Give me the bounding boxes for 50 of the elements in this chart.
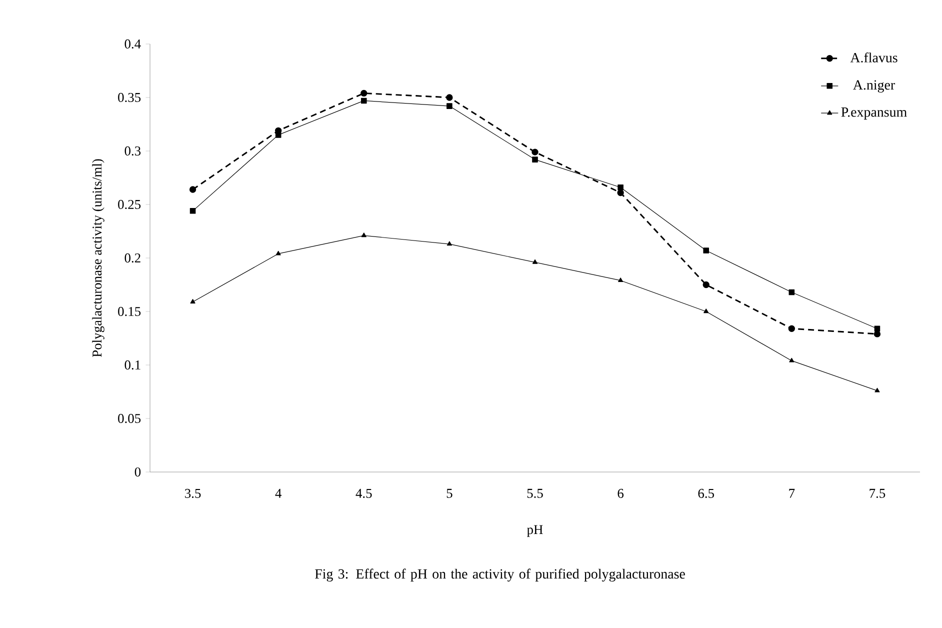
x-tick-label: 4.5	[356, 488, 372, 498]
point	[788, 325, 796, 332]
y-axis-title: Polygalacturonase activity (units/ml)	[92, 159, 104, 357]
point	[360, 98, 367, 104]
x-tick-label: 6.5	[698, 488, 714, 498]
x-tick-label: 6	[618, 488, 624, 498]
y-tick-label: 0.25	[118, 200, 141, 210]
point	[190, 208, 196, 214]
legend-label: A.niger	[853, 80, 895, 93]
y-tick-label: 0.05	[118, 414, 141, 424]
point	[874, 330, 881, 338]
legend-label: P.expansum	[841, 108, 907, 120]
point	[360, 90, 368, 97]
y-tick-label: 0.2	[124, 253, 140, 263]
y-tick-label: 0	[134, 467, 141, 477]
y-tick-label: 0.4	[124, 39, 141, 49]
x-axis-title: pH	[527, 525, 543, 537]
point	[532, 148, 538, 156]
x-tick-label: 5	[446, 488, 452, 498]
point	[189, 186, 196, 193]
point	[532, 259, 538, 264]
point	[446, 241, 452, 246]
y-tick-label: 0.1	[124, 360, 140, 370]
caption: Fig 3: Effect of pH on the activity of purified polygalacturonase	[315, 568, 685, 582]
x-tick-label: 7	[789, 488, 795, 498]
point	[618, 184, 624, 190]
x-tick-label: 4	[275, 488, 282, 498]
y-tick-label: 0.3	[124, 146, 141, 156]
x-tick-label: 7.5	[870, 488, 886, 498]
point	[532, 156, 538, 162]
point	[874, 326, 880, 332]
point	[874, 388, 880, 392]
point	[617, 189, 624, 196]
y-tick-label: 0.35	[118, 92, 141, 102]
x-tick-label: 3.5	[185, 488, 201, 498]
point	[275, 132, 282, 138]
point	[704, 308, 709, 314]
y-tick-label: 0.15	[118, 306, 141, 316]
point	[361, 232, 366, 238]
point	[446, 94, 453, 101]
legend-label: A.flavus	[850, 52, 898, 62]
x-tick-label: 5.5	[527, 488, 543, 498]
point	[446, 103, 452, 109]
point	[190, 298, 196, 304]
point	[702, 281, 710, 288]
point	[618, 278, 624, 282]
point	[703, 248, 709, 254]
point	[789, 358, 794, 362]
point	[276, 250, 281, 256]
point	[788, 289, 795, 296]
